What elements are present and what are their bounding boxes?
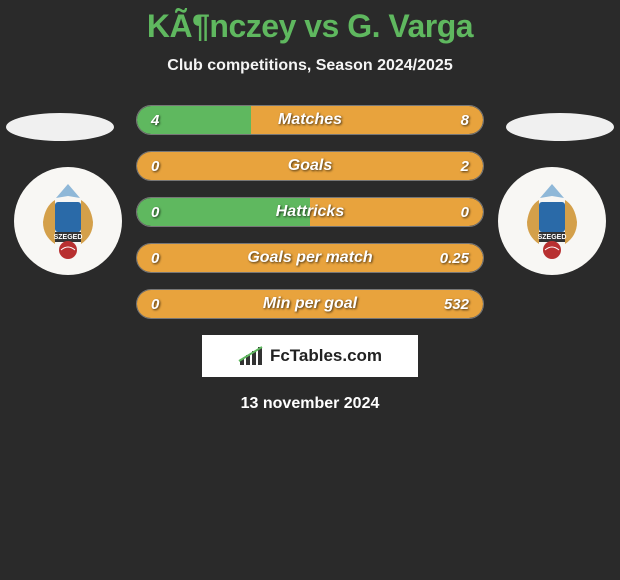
bar-chart-icon: [238, 345, 264, 367]
stat-label: Matches: [137, 106, 483, 134]
svg-text:SZEGED: SZEGED: [538, 234, 567, 241]
comparison-panel: SZEGED SZEGED 48Matches 02Goals 00Hattrick…: [0, 105, 620, 413]
stat-label: Goals: [137, 152, 483, 180]
player-left-flag: [6, 113, 114, 141]
page-title: KÃ¶nczey vs G. Varga: [0, 0, 620, 45]
date-label: 13 november 2024: [0, 395, 620, 413]
stat-row: 02Goals: [136, 151, 484, 181]
club-crest-icon: SZEGED: [509, 178, 595, 264]
stats-bars: 48Matches 02Goals 00Hattricks 00.25Goals pe…: [136, 105, 484, 319]
club-crest-icon: SZEGED: [25, 178, 111, 264]
stat-row: 48Matches: [136, 105, 484, 135]
logo-text: FcTables.com: [270, 346, 382, 366]
stat-label: Goals per match: [137, 244, 483, 272]
player-left-crest: SZEGED: [14, 167, 122, 275]
player-right-crest: SZEGED: [498, 167, 606, 275]
stat-row: 00.25Goals per match: [136, 243, 484, 273]
stat-label: Hattricks: [137, 198, 483, 226]
stat-row: 00Hattricks: [136, 197, 484, 227]
svg-text:SZEGED: SZEGED: [54, 234, 83, 241]
stat-label: Min per goal: [137, 290, 483, 318]
subtitle: Club competitions, Season 2024/2025: [0, 57, 620, 75]
source-logo: FcTables.com: [202, 335, 418, 377]
stat-row: 0532Min per goal: [136, 289, 484, 319]
player-right-flag: [506, 113, 614, 141]
